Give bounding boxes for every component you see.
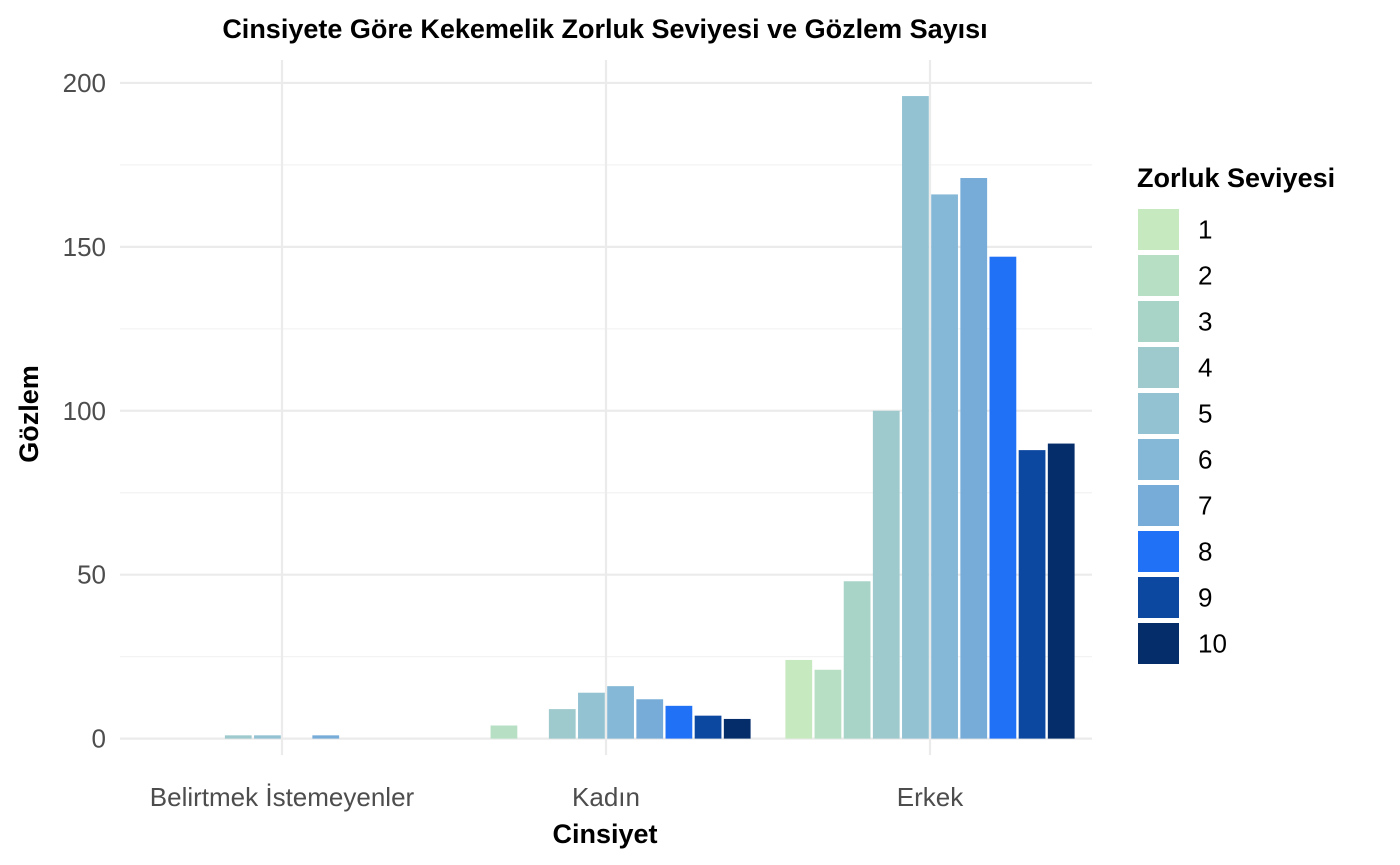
x-tick-label: Belirtmek İstemeyenler: [150, 782, 415, 812]
chart-title: Cinsiyete Göre Kekemelik Zorluk Seviyesi…: [222, 14, 987, 44]
legend-swatch: [1138, 623, 1179, 664]
bar-Kadın-8: [665, 705, 693, 739]
legend-swatch: [1138, 531, 1179, 572]
legend-swatch: [1138, 577, 1179, 618]
y-tick-label: 150: [63, 232, 106, 262]
bar-Kadın-10: [723, 718, 751, 739]
legend-label: 4: [1198, 353, 1212, 383]
x-axis-ticks: Belirtmek İstemeyenler Kadın Erkek: [150, 782, 964, 812]
legend-swatch: [1138, 301, 1179, 342]
bar-Kadın-9: [694, 715, 722, 739]
legend-label: 2: [1198, 261, 1212, 291]
x-axis-title: Cinsiyet: [552, 819, 657, 849]
legend-label: 6: [1198, 445, 1212, 475]
bars: [224, 96, 1075, 739]
bar-Kadın-4: [548, 709, 576, 739]
bar-Erkek-4: [872, 410, 900, 739]
bar-Belirtmek İstemeyenler-7: [312, 735, 340, 739]
legend-swatch: [1138, 485, 1179, 526]
legend: Zorluk Seviyesi 1 2 3 4 5 6 7 8 9 10: [1137, 163, 1335, 664]
y-axis-ticks: 0 50 100 150 200: [63, 68, 106, 754]
bar-Kadın-5: [578, 692, 605, 739]
y-tick-label: 0: [92, 724, 106, 754]
bar-Kadın-6: [607, 686, 634, 739]
bar-Erkek-9: [1018, 450, 1046, 739]
grid: [120, 60, 1092, 755]
y-tick-label: 100: [63, 396, 106, 426]
bar-Erkek-10: [1047, 443, 1075, 739]
legend-label: 10: [1198, 629, 1227, 659]
y-axis-title: Gözlem: [14, 365, 44, 463]
legend-label: 1: [1198, 215, 1212, 245]
x-tick-label: Erkek: [897, 782, 964, 812]
legend-label: 9: [1198, 583, 1212, 613]
bar-Erkek-2: [814, 669, 842, 739]
legend-swatch: [1138, 439, 1179, 480]
bar-Kadın-2: [490, 725, 518, 739]
y-tick-label: 50: [77, 560, 106, 590]
legend-swatch: [1138, 209, 1179, 250]
bar-Erkek-1: [785, 659, 813, 739]
x-tick-label: Kadın: [572, 782, 640, 812]
bar-Belirtmek İstemeyenler-4: [224, 735, 252, 739]
legend-label: 5: [1198, 399, 1212, 429]
legend-swatch: [1138, 393, 1179, 434]
bar-Erkek-8: [989, 256, 1017, 739]
bar-Erkek-7: [960, 178, 988, 739]
bar-Erkek-3: [843, 581, 871, 739]
bar-Kadın-7: [636, 699, 664, 739]
bar-Erkek-6: [931, 194, 958, 739]
legend-label: 7: [1198, 491, 1212, 521]
legend-swatch: [1138, 255, 1179, 296]
legend-items: 1 2 3 4 5 6 7 8 9 10: [1138, 209, 1227, 664]
bar-Erkek-5: [902, 96, 929, 739]
legend-title: Zorluk Seviyesi: [1137, 163, 1335, 193]
y-tick-label: 200: [63, 68, 106, 98]
bar-Belirtmek İstemeyenler-5: [254, 735, 281, 739]
legend-label: 8: [1198, 537, 1212, 567]
legend-label: 3: [1198, 307, 1212, 337]
legend-swatch: [1138, 347, 1179, 388]
